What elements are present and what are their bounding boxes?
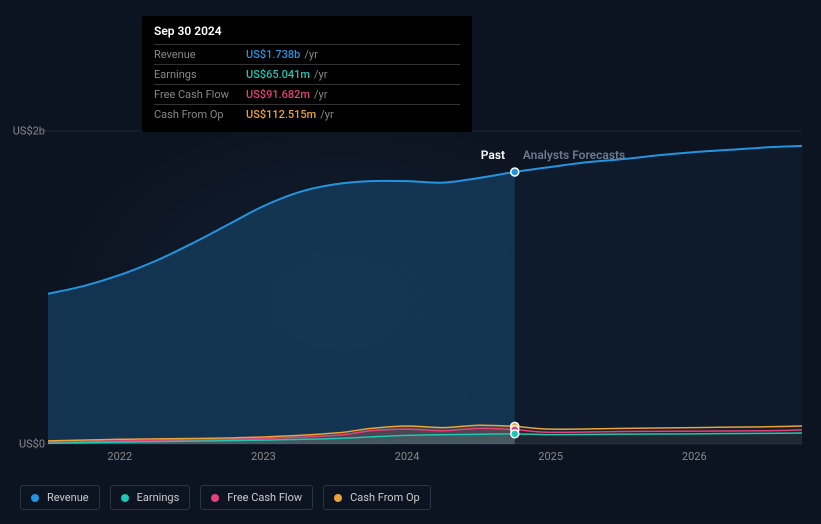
- legend-dot-icon: [211, 494, 219, 502]
- legend-item-earnings[interactable]: Earnings: [110, 485, 191, 510]
- tooltip-metric-value: US$1.738b: [246, 48, 300, 61]
- chart-tooltip: Sep 30 2024 RevenueUS$1.738b/yrEarningsU…: [142, 16, 472, 132]
- legend-label: Free Cash Flow: [227, 491, 302, 504]
- tooltip-metric-value: US$65.041m: [246, 68, 310, 81]
- x-tick-label: 2023: [251, 450, 276, 463]
- x-tick-label: 2026: [682, 450, 707, 463]
- x-tick-label: 2025: [538, 450, 563, 463]
- chart-legend: Revenue Earnings Free Cash Flow Cash From O…: [20, 485, 431, 510]
- tooltip-metric-unit: /yr: [320, 108, 333, 121]
- tooltip-row: Free Cash FlowUS$91.682m/yr: [154, 84, 460, 104]
- tooltip-metric-label: Revenue: [154, 48, 246, 61]
- y-tick-label: US$2b: [13, 125, 45, 138]
- tooltip-metric-value: US$112.515m: [246, 108, 316, 121]
- past-section-label: Past: [481, 148, 505, 162]
- legend-dot-icon: [334, 494, 342, 502]
- tooltip-metric-value: US$91.682m: [246, 88, 310, 101]
- legend-label: Cash From Op: [350, 491, 420, 504]
- tooltip-metric-unit: /yr: [314, 68, 327, 81]
- tooltip-metric-unit: /yr: [304, 48, 317, 61]
- tooltip-metric-label: Earnings: [154, 68, 246, 81]
- tooltip-row: RevenueUS$1.738b/yr: [154, 44, 460, 64]
- legend-label: Revenue: [47, 491, 89, 504]
- forecast-section-label: Analysts Forecasts: [523, 148, 625, 162]
- legend-label: Earnings: [137, 491, 180, 504]
- x-tick-label: 2022: [107, 450, 132, 463]
- tooltip-date: Sep 30 2024: [154, 24, 460, 44]
- x-tick-label: 2024: [395, 450, 420, 463]
- tooltip-metric-label: Cash From Op: [154, 108, 246, 121]
- legend-dot-icon: [31, 494, 39, 502]
- legend-item-free-cash-flow[interactable]: Free Cash Flow: [200, 485, 313, 510]
- legend-dot-icon: [121, 494, 129, 502]
- tooltip-metric-label: Free Cash Flow: [154, 88, 246, 101]
- legend-item-cash-from-op[interactable]: Cash From Op: [323, 485, 431, 510]
- y-tick-label: US$0: [19, 438, 45, 451]
- tooltip-row: Cash From OpUS$112.515m/yr: [154, 104, 460, 124]
- tooltip-metric-unit: /yr: [314, 88, 327, 101]
- tooltip-row: EarningsUS$65.041m/yr: [154, 64, 460, 84]
- legend-item-revenue[interactable]: Revenue: [20, 485, 100, 510]
